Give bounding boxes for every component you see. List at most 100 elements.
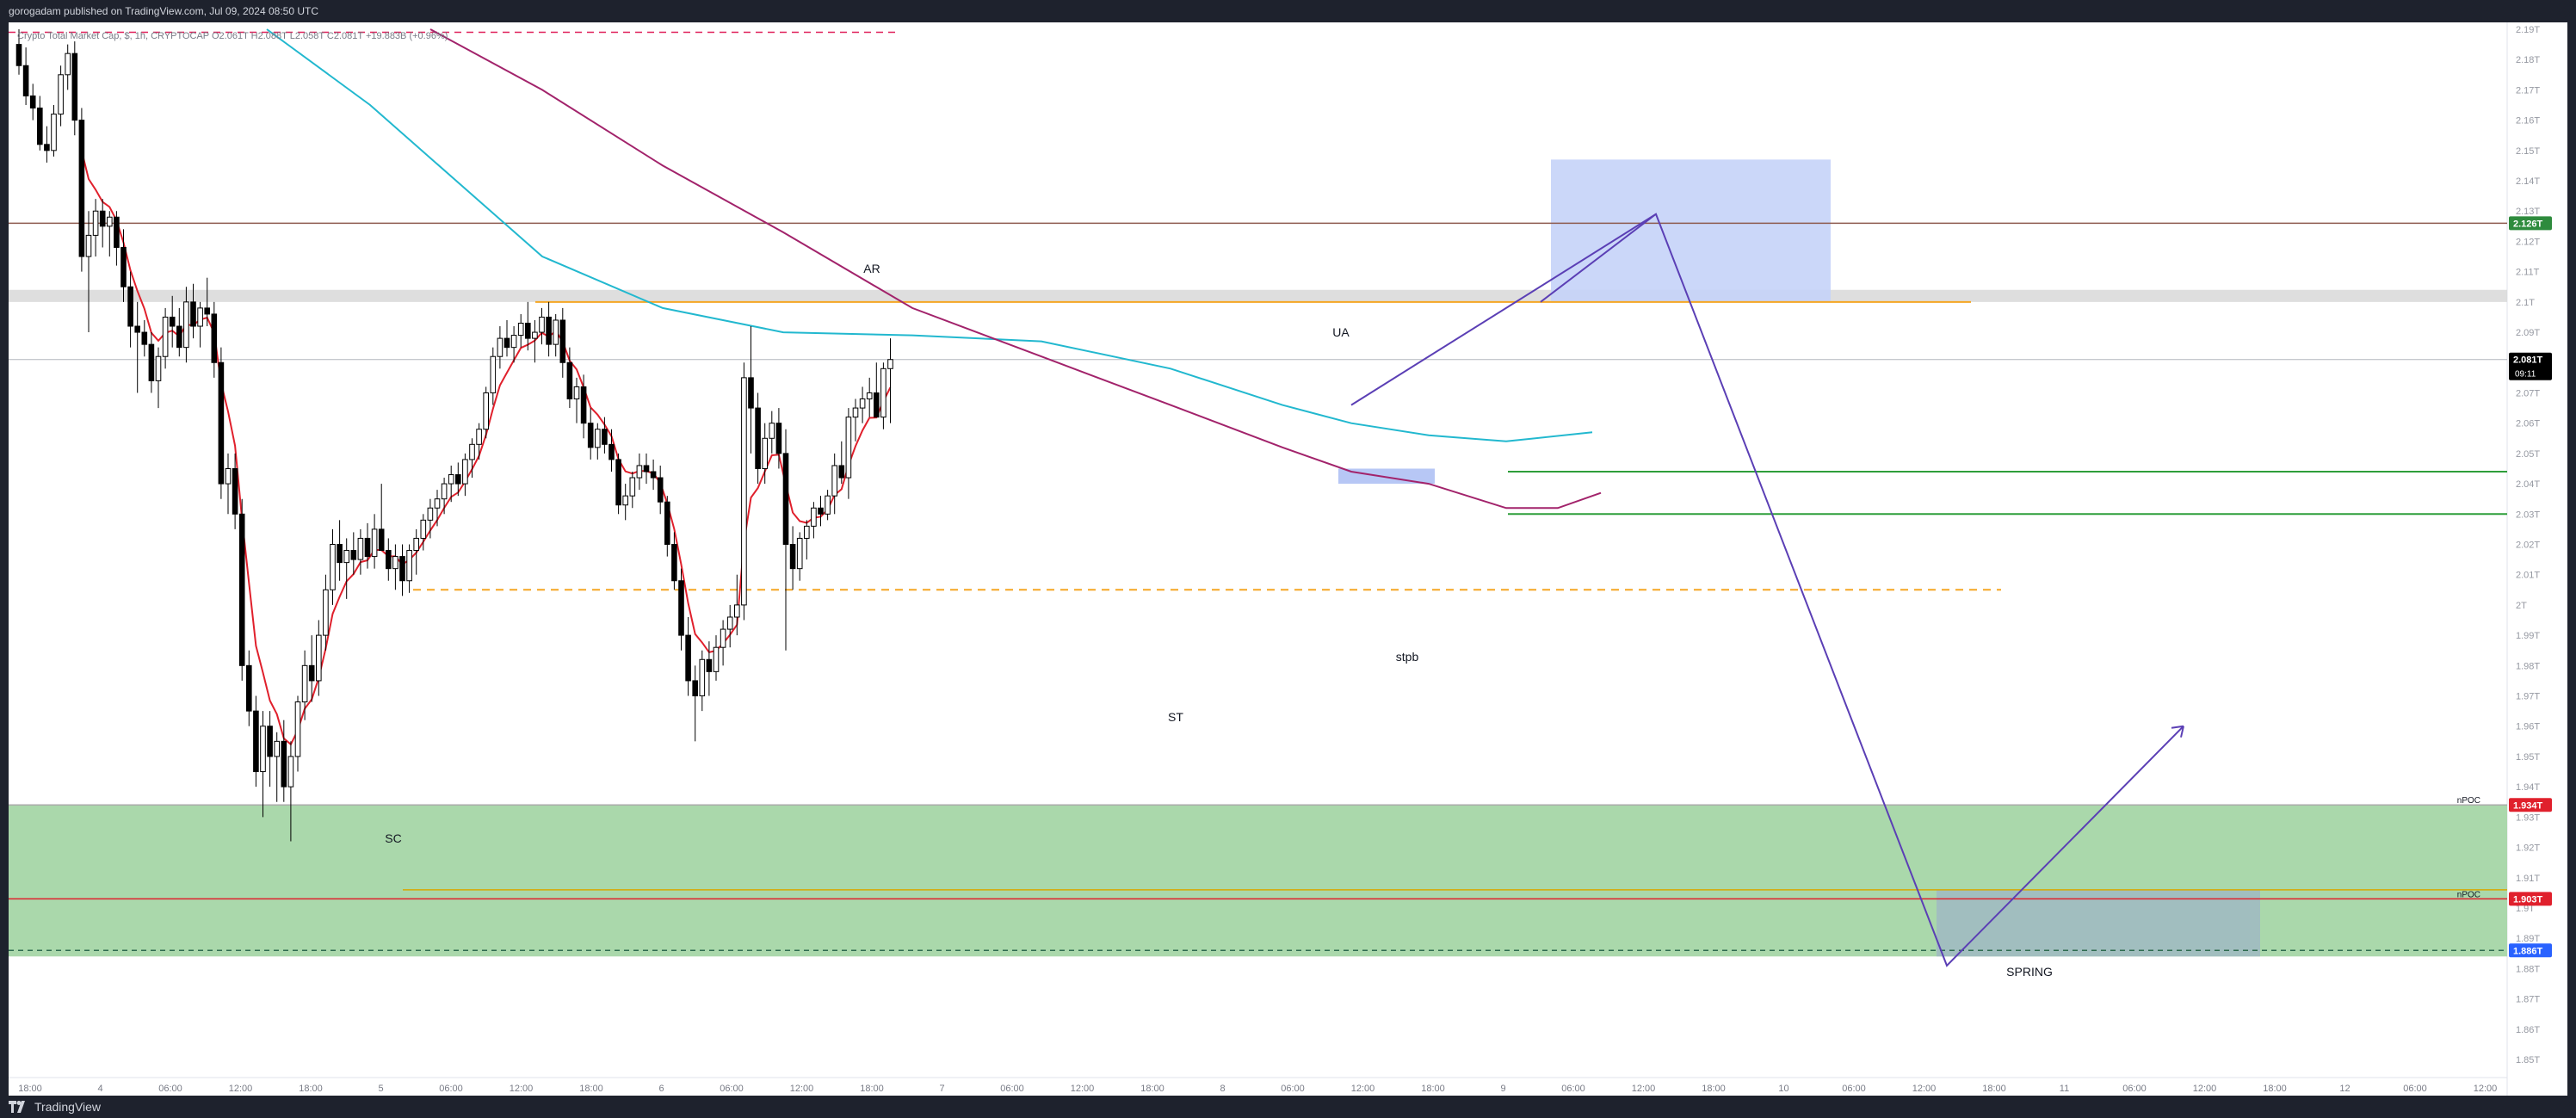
candle[interactable]	[190, 283, 196, 339]
candle[interactable]	[859, 386, 866, 423]
candle[interactable]	[866, 377, 873, 417]
candle[interactable]	[107, 211, 113, 257]
candle[interactable]	[441, 478, 448, 515]
price-axis-label[interactable]: 2.126T	[2509, 216, 2552, 231]
chart-area[interactable]: AR UA ST stpb SC SPRING nPOC nPOC 2.19T 2.18T 2.1…	[9, 22, 2567, 1096]
candle[interactable]	[755, 392, 761, 485]
price-axis-panel[interactable]	[2507, 22, 2567, 1096]
candle[interactable]	[176, 307, 182, 357]
candle[interactable]	[692, 665, 699, 742]
candle[interactable]	[448, 465, 454, 503]
candle[interactable]	[253, 695, 259, 788]
candle[interactable]	[539, 307, 545, 345]
candle[interactable]	[734, 574, 740, 636]
candle[interactable]	[622, 484, 629, 521]
candle[interactable]	[232, 453, 238, 529]
candle[interactable]	[37, 96, 43, 151]
price-axis-label[interactable]: 1.934T	[2509, 798, 2552, 812]
candle[interactable]	[726, 604, 733, 648]
candle[interactable]	[887, 338, 893, 423]
candle[interactable]	[274, 732, 280, 802]
candle[interactable]	[267, 711, 273, 788]
target-box[interactable]	[1551, 159, 1831, 302]
tradingview-logo[interactable]: TradingView	[9, 1096, 101, 1118]
candle[interactable]	[420, 514, 427, 551]
candle[interactable]	[127, 271, 133, 348]
candle[interactable]	[706, 641, 713, 696]
candle[interactable]	[169, 295, 176, 348]
candle[interactable]	[643, 453, 650, 485]
candle[interactable]	[602, 417, 608, 454]
candle[interactable]	[337, 520, 343, 581]
candle[interactable]	[636, 453, 643, 491]
candle[interactable]	[811, 502, 817, 539]
candle[interactable]	[434, 490, 441, 527]
candle[interactable]	[364, 522, 371, 569]
candle[interactable]	[532, 319, 538, 363]
candle[interactable]	[525, 301, 531, 351]
candle[interactable]	[650, 459, 657, 491]
candle[interactable]	[85, 211, 92, 333]
candle[interactable]	[141, 319, 148, 357]
ema-purple-line[interactable]	[429, 28, 1602, 510]
candle[interactable]	[323, 574, 329, 651]
candle[interactable]	[406, 544, 412, 593]
candle[interactable]	[490, 347, 497, 405]
candle[interactable]	[197, 301, 203, 348]
candle[interactable]	[503, 319, 510, 357]
candle[interactable]	[218, 347, 225, 499]
spring-box[interactable]	[1937, 889, 2260, 957]
candle[interactable]	[748, 326, 754, 454]
candle[interactable]	[260, 711, 266, 818]
candle[interactable]	[476, 423, 482, 460]
candle[interactable]	[455, 462, 461, 497]
candle[interactable]	[559, 307, 566, 378]
candle[interactable]	[469, 438, 475, 479]
candle[interactable]	[804, 520, 810, 560]
candle[interactable]	[587, 408, 594, 460]
candle[interactable]	[92, 199, 99, 257]
candle[interactable]	[301, 650, 308, 720]
candle[interactable]	[874, 362, 880, 418]
candle[interactable]	[762, 423, 769, 485]
candle[interactable]	[330, 528, 336, 605]
candle[interactable]	[357, 528, 364, 575]
resistance-band[interactable]	[9, 289, 2507, 302]
candle[interactable]	[225, 453, 232, 515]
candle[interactable]	[281, 720, 287, 802]
candle[interactable]	[510, 326, 517, 363]
candle[interactable]	[378, 484, 385, 552]
candle[interactable]	[308, 635, 315, 702]
candle[interactable]	[71, 41, 78, 136]
candle[interactable]	[65, 44, 71, 90]
candle[interactable]	[713, 635, 720, 681]
price-axis-label[interactable]: 2.081T 09:11	[2509, 352, 2552, 380]
candle[interactable]	[845, 408, 852, 499]
candle[interactable]	[546, 301, 552, 357]
candle[interactable]	[204, 277, 210, 327]
candle[interactable]	[114, 211, 120, 266]
candle[interactable]	[699, 650, 706, 712]
candle[interactable]	[287, 741, 294, 842]
candle[interactable]	[671, 532, 677, 590]
candle[interactable]	[664, 496, 670, 557]
candle[interactable]	[294, 695, 301, 772]
candle[interactable]	[427, 498, 434, 539]
candle[interactable]	[483, 386, 490, 439]
candle[interactable]	[44, 126, 50, 163]
candle[interactable]	[246, 650, 252, 726]
candle[interactable]	[685, 616, 691, 696]
candle[interactable]	[386, 538, 392, 581]
candle[interactable]	[796, 532, 803, 581]
candle[interactable]	[120, 229, 127, 302]
candle[interactable]	[782, 429, 789, 651]
candle[interactable]	[769, 411, 775, 454]
candle[interactable]	[573, 377, 580, 423]
ema-short-line[interactable]	[80, 151, 892, 746]
candle[interactable]	[789, 526, 796, 590]
ema-teal-line[interactable]	[266, 28, 1593, 442]
candle[interactable]	[580, 374, 587, 439]
candle[interactable]	[775, 408, 782, 469]
candle[interactable]	[371, 514, 378, 569]
projection-segment[interactable]	[1540, 213, 1657, 303]
